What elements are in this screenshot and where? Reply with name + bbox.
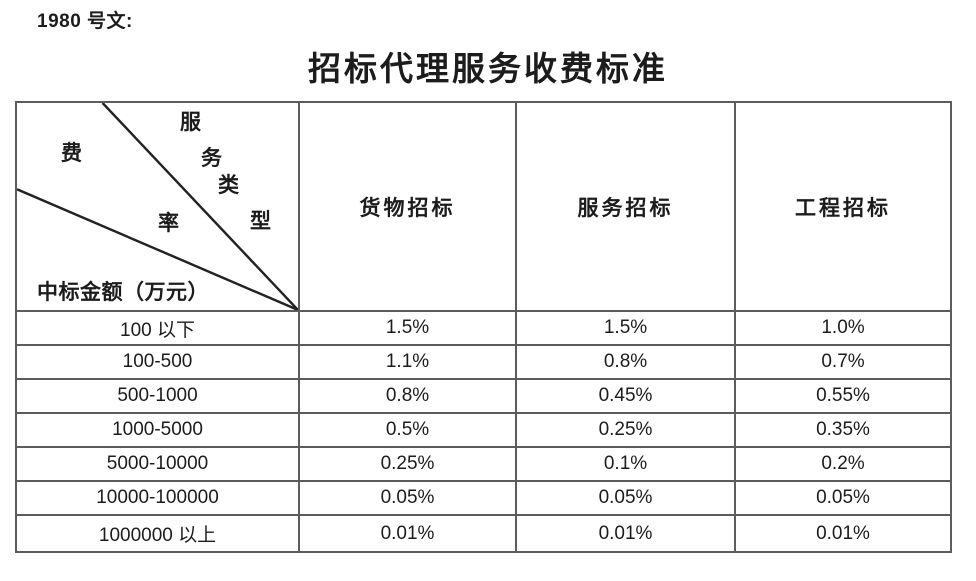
- amount-range-cell: 100-500: [15, 344, 300, 380]
- fee-rate-char-1: 费: [61, 141, 82, 165]
- table-row: 100 以下 1.5% 1.5% 1.0%: [15, 310, 952, 346]
- service-type-char-3: 类: [218, 173, 239, 197]
- rate-cell: 0.01%: [734, 514, 952, 553]
- rate-cell: 0.45%: [515, 378, 736, 414]
- table-row: 500-1000 0.8% 0.45% 0.55%: [15, 378, 952, 414]
- amount-range-cell: 5000-10000: [15, 446, 300, 482]
- rate-cell: 0.25%: [298, 446, 517, 482]
- diagonal-divider-lines: [17, 103, 298, 310]
- rate-cell: 0.7%: [734, 344, 952, 380]
- rate-cell: 1.5%: [515, 310, 736, 346]
- rate-cell: 0.5%: [298, 412, 517, 448]
- rate-cell: 0.8%: [515, 344, 736, 380]
- rate-cell: 0.01%: [298, 514, 517, 553]
- column-header-engineering-bidding: 工程招标: [734, 101, 952, 312]
- column-header-goods-bidding: 货物招标: [298, 101, 517, 312]
- page-title: 招标代理服务收费标准: [308, 52, 668, 88]
- service-type-char-1: 服: [180, 110, 201, 134]
- amount-range-cell: 100 以下: [15, 310, 300, 346]
- corner-header-cell: 服 务 类 型 费 率 中标金额（万元）: [15, 101, 300, 312]
- fee-standard-table: 服 务 类 型 费 率 中标金额（万元） 货物招标 服务招标 工程招标 100 …: [15, 101, 952, 553]
- service-type-char-2: 务: [201, 146, 222, 170]
- rate-cell: 0.01%: [515, 514, 736, 553]
- amount-range-cell: 500-1000: [15, 378, 300, 414]
- rate-cell: 1.0%: [734, 310, 952, 346]
- fee-rate-char-2: 率: [158, 211, 179, 235]
- rate-cell: 0.2%: [734, 446, 952, 482]
- table-row: 5000-10000 0.25% 0.1% 0.2%: [15, 446, 952, 482]
- doc-number-label: 1980 号文:: [37, 11, 133, 32]
- service-type-char-4: 型: [250, 209, 271, 233]
- header-row: 服 务 类 型 费 率 中标金额（万元） 货物招标 服务招标 工程招标: [15, 101, 952, 312]
- rate-cell: 0.05%: [298, 480, 517, 516]
- rate-cell: 1.1%: [298, 344, 517, 380]
- rate-cell: 0.55%: [734, 378, 952, 414]
- amount-range-cell: 1000-5000: [15, 412, 300, 448]
- table-row: 1000-5000 0.5% 0.25% 0.35%: [15, 412, 952, 448]
- table-row: 10000-100000 0.05% 0.05% 0.05%: [15, 480, 952, 516]
- rate-cell: 0.1%: [515, 446, 736, 482]
- table-row: 100-500 1.1% 0.8% 0.7%: [15, 344, 952, 380]
- amount-axis-label: 中标金额（万元）: [37, 280, 209, 304]
- rate-cell: 0.05%: [734, 480, 952, 516]
- table-row: 1000000 以上 0.01% 0.01% 0.01%: [15, 514, 952, 553]
- rate-cell: 0.25%: [515, 412, 736, 448]
- amount-range-cell: 1000000 以上: [15, 514, 300, 553]
- column-header-services-bidding: 服务招标: [515, 101, 736, 312]
- rate-cell: 0.8%: [298, 378, 517, 414]
- amount-range-cell: 10000-100000: [15, 480, 300, 516]
- rate-cell: 0.35%: [734, 412, 952, 448]
- rate-cell: 0.05%: [515, 480, 736, 516]
- rate-cell: 1.5%: [298, 310, 517, 346]
